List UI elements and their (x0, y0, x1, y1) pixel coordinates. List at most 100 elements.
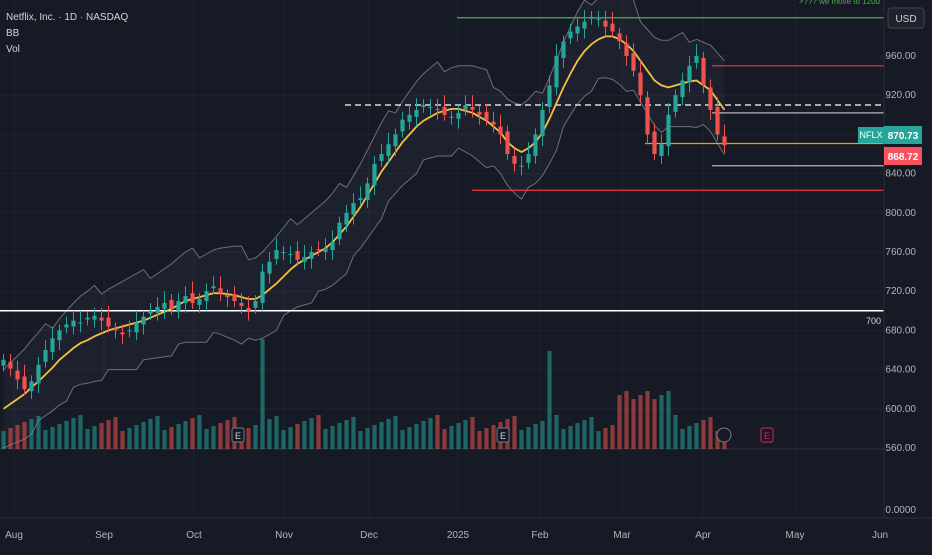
candle-body (638, 72, 643, 96)
candle-body (708, 87, 713, 110)
volume-bar (645, 391, 650, 449)
earnings-marker-icon[interactable] (231, 427, 245, 443)
candle-body (722, 136, 727, 146)
volume-bar (1, 431, 6, 449)
y-tick-label: 920.00 (885, 90, 916, 101)
volume-bar (50, 427, 55, 449)
symbol-tag[interactable] (858, 127, 884, 143)
candle-body (666, 114, 671, 147)
volume-bar (344, 420, 349, 449)
price-axis-panel (884, 0, 932, 550)
volume-bar (288, 427, 293, 449)
candle-body (687, 65, 692, 83)
candle-body (253, 301, 258, 308)
candle-body (568, 31, 573, 39)
candle-body (547, 85, 552, 107)
volume-bar (148, 419, 153, 449)
volume-bar (666, 391, 671, 449)
candle-body (344, 212, 349, 225)
currency-button[interactable] (887, 7, 925, 29)
y-tick-label: 680.00 (885, 325, 916, 336)
volume-bar (316, 415, 321, 449)
candle-body (470, 106, 475, 110)
volume-bar (204, 429, 209, 449)
x-tick-label: Apr (695, 530, 711, 541)
volume-bar (323, 429, 328, 449)
candle-body (652, 131, 657, 154)
volume-bar (302, 421, 307, 449)
candle-body (316, 249, 321, 251)
candle-body (400, 119, 405, 132)
candle-body (484, 111, 489, 120)
volume-bar (603, 428, 608, 449)
candle-body (232, 294, 237, 301)
candle-body (505, 131, 510, 154)
candle-body (281, 252, 286, 253)
candle-body (120, 332, 125, 335)
candle-body (491, 121, 496, 125)
volume-bar (477, 431, 482, 449)
candle-body (127, 330, 132, 332)
candle-body (414, 109, 419, 117)
candle-body (22, 376, 27, 390)
volume-bar (687, 426, 692, 449)
volume-bar (78, 415, 83, 449)
volume-bar (407, 427, 412, 449)
volume-bar (162, 430, 167, 449)
candle-body (589, 16, 594, 19)
volume-bar (43, 430, 48, 449)
candle-body (540, 109, 545, 137)
bollinger-upper-line (3, 0, 725, 370)
x-tick-label: Oct (186, 530, 202, 541)
volume-bar (547, 351, 552, 449)
chart-legend: Netflix, Inc. · 1D · NASDAQ BB Vol (6, 10, 128, 58)
volume-bar (512, 416, 517, 449)
earnings-marker-icon[interactable] (496, 427, 510, 443)
candle-body (477, 111, 482, 115)
event-lightning-icon[interactable] (716, 427, 732, 443)
earnings-marker-label: E (235, 431, 241, 441)
volume-bar (421, 421, 426, 449)
candle-body (211, 286, 216, 289)
volume-bar (575, 423, 580, 449)
price-tag[interactable] (884, 126, 922, 144)
volume-bar (561, 429, 566, 449)
candle-body (309, 252, 314, 259)
volume-bar (260, 339, 265, 449)
candle-body (99, 317, 104, 321)
y-tick-label: 600.00 (885, 404, 916, 415)
volume-bar (225, 420, 230, 449)
volume-bar (680, 429, 685, 449)
candle-body (288, 253, 293, 255)
indicator-vol-label[interactable]: Vol (6, 44, 20, 55)
candle-body (715, 106, 720, 135)
earnings-marker-icon[interactable] (760, 427, 774, 443)
candle-body (155, 306, 160, 313)
volume-bar (519, 430, 524, 449)
candle-body (50, 338, 55, 352)
volume-bar (659, 395, 664, 449)
volume-bar (99, 423, 104, 449)
volume-bar (281, 430, 286, 449)
volume-bar (22, 422, 27, 449)
candle-body (295, 251, 300, 260)
volume-bar (8, 428, 13, 449)
volume-bar (337, 423, 342, 449)
volume-bar (400, 430, 405, 449)
volume-bar (624, 391, 629, 449)
candle-body (645, 97, 650, 135)
volume-bar (15, 425, 20, 449)
x-tick-label: Dec (360, 530, 378, 541)
symbol-title[interactable]: Netflix, Inc. · 1D · NASDAQ (6, 12, 129, 23)
candle-body (239, 302, 244, 306)
annotation-text: >??? we move to 1200 (799, 0, 881, 6)
volume-bar (197, 415, 202, 449)
price-tag[interactable] (884, 147, 922, 165)
candle-body (603, 20, 608, 27)
candle-body (386, 144, 391, 156)
volume-bar (365, 428, 370, 449)
volume-bar (113, 417, 118, 449)
indicator-bb-label[interactable]: BB (6, 28, 20, 39)
